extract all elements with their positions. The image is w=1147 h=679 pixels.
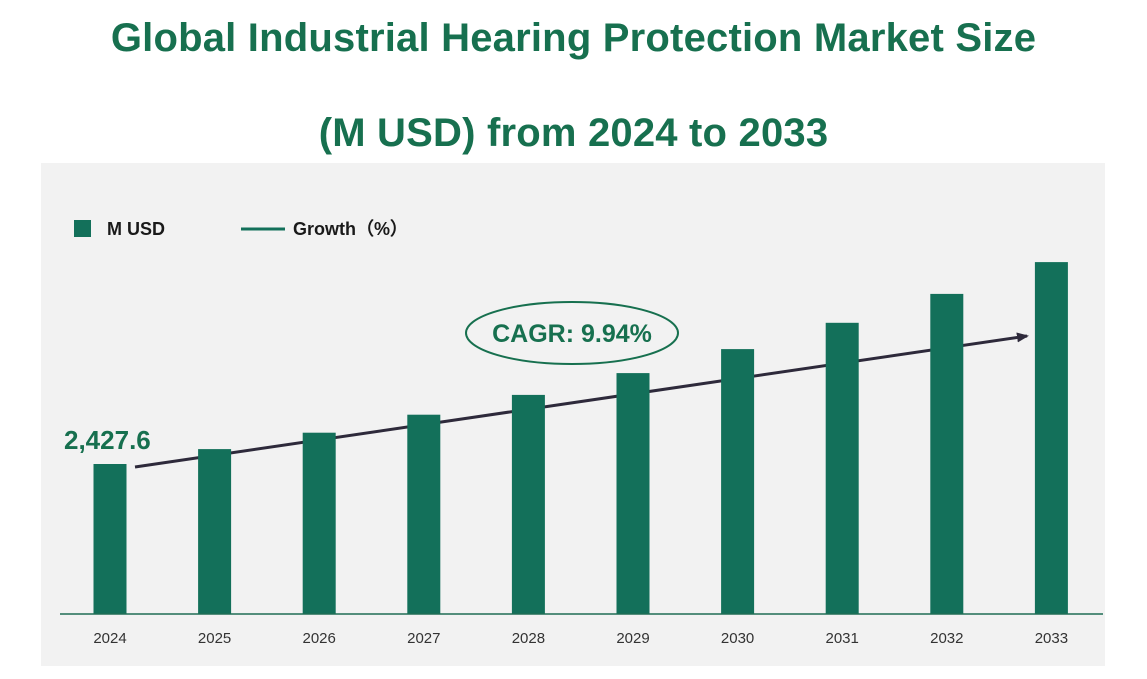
x-tick-label-2028: 2028 xyxy=(512,630,545,647)
x-tick-label-2030: 2030 xyxy=(721,630,754,647)
chart-panel: M USD Growth（%） CAGR: 9.94% 2024 2025 2026… xyxy=(41,163,1105,666)
x-tick-label-2026: 2026 xyxy=(303,630,336,647)
x-tick-label-2029: 2029 xyxy=(616,630,649,647)
chart-title-line-2: (M USD) from 2024 to 2033 xyxy=(318,111,829,155)
trend-arrow xyxy=(134,332,1029,469)
x-tick-label-2032: 2032 xyxy=(930,630,963,647)
cagr-ellipse xyxy=(465,301,679,365)
bar-2033 xyxy=(1034,262,1068,614)
x-tick-label-2025: 2025 xyxy=(198,630,231,647)
chart-title-line-1: Global Industrial Hearing Protection Mar… xyxy=(110,16,1037,60)
x-tick-label-2027: 2027 xyxy=(407,630,440,647)
bar-2024 xyxy=(93,464,127,614)
bar-2030 xyxy=(721,349,755,614)
bar-2031 xyxy=(825,322,859,614)
x-axis-ticks: 2024 2025 2026 2027 2028 2029 2030 2031 2032 2033 xyxy=(93,630,1068,647)
data-labels: 2,427.6 xyxy=(64,425,151,455)
data-label-2024: 2,427.6 xyxy=(64,425,151,455)
bar-2027 xyxy=(407,414,441,614)
bar-2032 xyxy=(930,293,964,614)
bar-chart: M USD Growth（%） CAGR: 9.94% 2024 2025 2026… xyxy=(60,219,1103,647)
bar-2026 xyxy=(302,432,336,614)
x-tick-label-2024: 2024 xyxy=(93,630,126,647)
bar-2025 xyxy=(198,449,232,614)
legend-bar-swatch xyxy=(74,220,91,237)
bar-2028 xyxy=(511,394,545,614)
x-tick-label-2031: 2031 xyxy=(826,630,859,647)
x-tick-label-2033: 2033 xyxy=(1035,630,1068,647)
legend-line-label: Growth（%） xyxy=(293,219,408,239)
cagr-label: CAGR: 9.94% xyxy=(492,320,652,348)
legend-bar-label: M USD xyxy=(107,219,165,239)
bar-2029 xyxy=(616,373,650,614)
bars-group xyxy=(93,262,1068,614)
